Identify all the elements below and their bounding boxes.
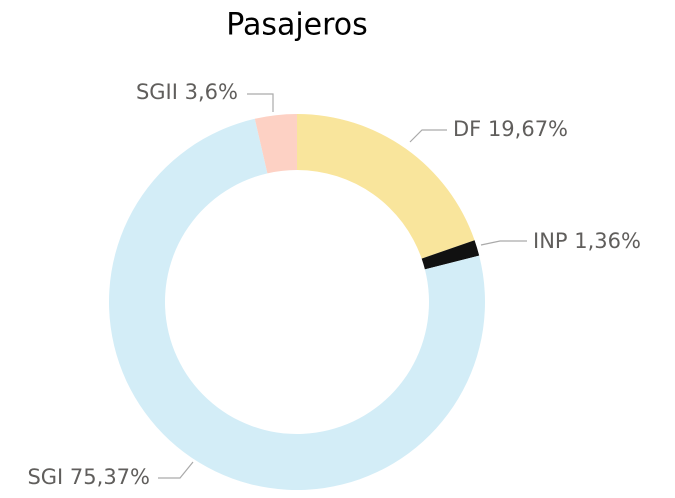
slice-category: INP <box>533 229 568 253</box>
leader-line <box>158 461 194 479</box>
slice-label: SGII 3,6% <box>136 80 238 104</box>
slice-value: 1,36% <box>574 229 641 253</box>
slice-category: SGI <box>27 465 63 489</box>
leader-line <box>480 240 527 246</box>
slice-category: DF <box>453 117 481 141</box>
leader-line <box>247 93 274 112</box>
slice-label: INP 1,36% <box>533 229 641 253</box>
chart-title: Pasajeros <box>226 8 368 43</box>
slice-value: 75,37% <box>70 465 150 489</box>
slice-label: SGI 75,37% <box>27 465 150 489</box>
donut-slice <box>254 114 297 174</box>
slice-label: DF 19,67% <box>453 117 568 141</box>
slice-category: SGII <box>136 80 178 104</box>
leader-line <box>409 129 447 143</box>
slice-value: 3,6% <box>185 80 238 104</box>
slice-value: 19,67% <box>488 117 568 141</box>
donut-slice <box>108 118 485 491</box>
donut-slice <box>297 114 475 259</box>
donut-slice <box>421 240 480 270</box>
